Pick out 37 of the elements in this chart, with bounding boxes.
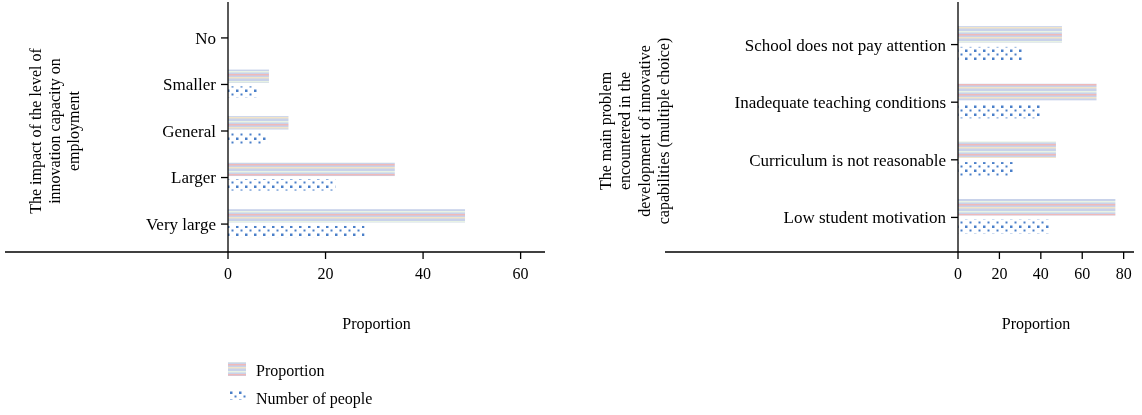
bar [228,86,258,98]
x-tick-label: 0 [224,265,232,282]
bar [228,179,336,191]
bar [228,116,289,130]
x-axis-title: Proportion [1001,315,1071,333]
y-tick-label: Low student motivation [783,208,947,228]
y-tick-label: School does not pay attention [744,35,947,55]
x-tick-label: 20 [991,265,1008,282]
legend-label: Proportion [256,361,325,380]
y-tick-label: Very large [145,215,216,235]
bar [958,104,1041,119]
y-tick-label: Smaller [163,75,217,95]
y-axis-title: The main problem encountered in the development of innovative capabilities (multiple choice) [597,37,673,225]
bar [958,83,1097,101]
bar [958,198,1116,216]
x-axis-title: Proportion [342,315,411,333]
y-axis-title: The impact of the level of innovation capacity on employment [26,47,84,214]
y-tick-label: Larger [171,168,217,188]
bar [228,225,365,238]
bar [228,162,395,177]
y-tick-label: No [195,28,216,48]
bar [958,141,1056,158]
legend-label: Number of people [256,389,373,408]
bar [958,26,1062,43]
y-tick-label: Curriculum is not reasonable [749,150,946,170]
bar [228,69,269,83]
x-tick-label: 40 [415,265,432,282]
y-tick-label: Inadequate teaching conditions [734,93,946,113]
bar [228,209,466,223]
x-tick-label: 40 [1032,265,1049,282]
y-tick-label: General [162,121,217,141]
x-tick-label: 60 [1074,265,1091,282]
x-tick-label: 80 [1115,265,1132,282]
x-tick-label: 60 [512,265,529,282]
bar [958,219,1050,234]
x-tick-label: 20 [317,265,334,282]
x-tick-label: 0 [954,265,962,282]
